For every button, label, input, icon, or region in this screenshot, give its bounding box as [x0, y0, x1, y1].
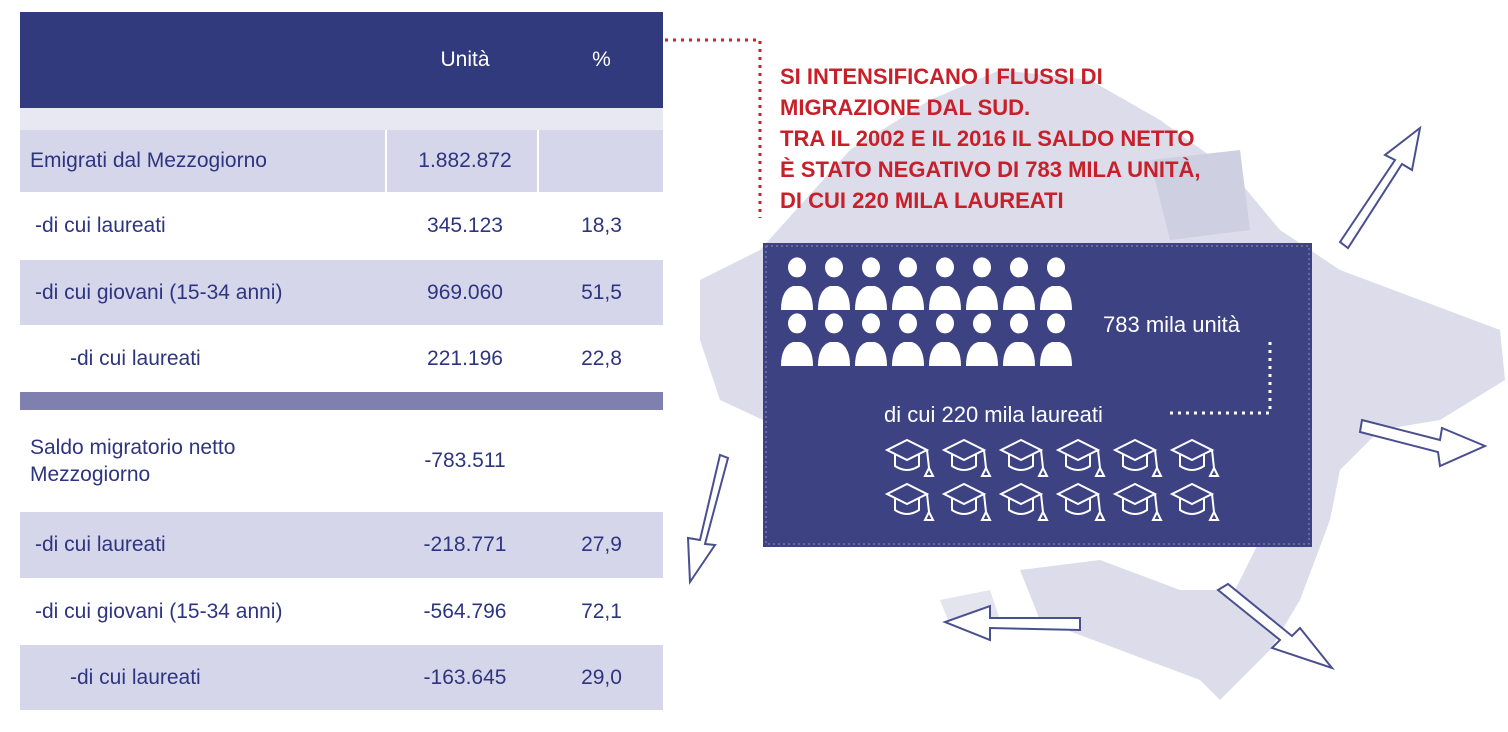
icon [1055, 482, 1106, 521]
row-bg [20, 130, 663, 192]
row-value: 22,8 [581, 346, 622, 370]
row-label: -di cui laureati [70, 346, 201, 370]
icon [998, 438, 1049, 477]
icon [1040, 313, 1072, 366]
header-percent: % [592, 48, 611, 71]
icon [1112, 438, 1163, 477]
row-value: 27,9 [581, 533, 622, 556]
box-graduates: di cui 220 mila laureati [884, 402, 1103, 427]
box-connector [1170, 342, 1272, 415]
table: Unità% Emigrati dal Mezzogiorno 1.882.872 -… [20, 12, 663, 712]
icon [1112, 482, 1163, 521]
icon [781, 257, 813, 310]
icon [941, 482, 992, 521]
row-value: -564.796 [423, 599, 507, 623]
arrows [686, 125, 1488, 671]
row-label: -di cui giovani (15-34 anni) [35, 280, 283, 304]
row-value: -783.511 [424, 449, 506, 472]
strip [20, 108, 663, 130]
icon [855, 257, 887, 310]
row-label: Saldo migratorio netto Mezzogiorno [30, 435, 236, 486]
row-label: Emigrati dal Mezzogiorno [30, 149, 267, 173]
col-sep [385, 130, 387, 192]
row-value: 18,3 [581, 214, 622, 237]
row-bg [20, 512, 663, 578]
headline-line: MIGRAZIONE DAL SUD. [780, 95, 1030, 120]
header-bg [20, 12, 663, 108]
info-box [763, 243, 1312, 547]
box-total: 783 mila unità [1103, 312, 1241, 337]
headline-line: SI INTENSIFICANO I FLUSSI DI [780, 64, 1103, 89]
icons [781, 257, 1220, 521]
headline-line: TRA IL 2002 E IL 2016 IL SALDO NETTO [780, 126, 1194, 151]
row-value: 72,1 [581, 599, 622, 623]
header-units: Unità [440, 48, 490, 71]
icon [998, 482, 1049, 521]
icon [1169, 482, 1220, 521]
row-value: 29,0 [581, 665, 622, 689]
row-value: 969.060 [427, 280, 503, 304]
icon [818, 257, 850, 310]
row-label: -di cui giovani (15-34 anni) [35, 599, 283, 623]
row-value: 51,5 [581, 280, 622, 304]
row-value: -163.645 [423, 665, 507, 689]
row-bg [20, 645, 663, 710]
row-value: 345.123 [427, 214, 503, 237]
row-label: -di cui laureati [70, 665, 201, 689]
row-label: -di cui laureati [35, 214, 166, 238]
icon [1003, 313, 1035, 366]
icon [1169, 438, 1220, 477]
row-value: 1.882.872 [418, 149, 512, 172]
info-box-border [765, 245, 1310, 545]
connector [665, 38, 762, 218]
icon [781, 313, 813, 366]
strip [20, 392, 663, 410]
icon [884, 482, 935, 521]
headline-line: DI CUI 220 MILA LAUREATI [780, 188, 1064, 213]
icon [929, 257, 961, 310]
row-bg [20, 260, 663, 325]
icon [966, 313, 998, 366]
row-value: 221.196 [427, 346, 503, 370]
row-value: -218.771 [423, 533, 507, 556]
icon [884, 438, 935, 477]
icon [941, 438, 992, 477]
icon [1040, 257, 1072, 310]
headline-line: È STATO NEGATIVO DI 783 MILA UNITÀ, [780, 157, 1200, 182]
col-sep [537, 130, 539, 192]
row-label: -di cui laureati [35, 533, 166, 557]
icon [929, 313, 961, 366]
icon [855, 313, 887, 366]
icon [892, 257, 924, 310]
icon [1055, 438, 1106, 477]
icon [818, 313, 850, 366]
icon [966, 257, 998, 310]
headline: SI INTENSIFICANO I FLUSSI DI MIGRAZIONE D… [780, 64, 1200, 213]
icon [1003, 257, 1035, 310]
icon [892, 313, 924, 366]
